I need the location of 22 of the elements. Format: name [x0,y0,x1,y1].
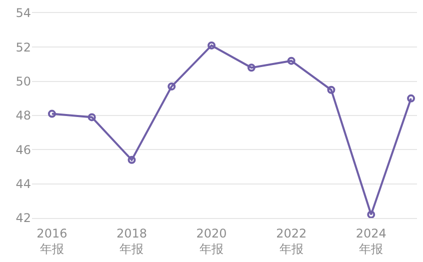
y-tick-label: 52 [16,40,31,54]
x-tick-label: 2018 年报 [116,226,148,256]
point [88,113,96,122]
y-tick-label: 42 [16,211,31,226]
point [407,94,416,102]
y-tick-label: 46 [16,142,31,157]
y-tick-label: 48 [16,108,31,123]
point [48,110,56,118]
point [208,41,216,50]
point [168,82,176,90]
x-tick-label: 2020 年报 [196,226,227,256]
y-tick-label: 54 [16,6,31,20]
x-tick-label: 2016 年报 [36,226,68,256]
x-tick-label: 2022 年报 [276,226,307,256]
y-tick-label: 44 [16,177,31,192]
point [327,86,336,94]
point [287,56,296,65]
point [128,156,136,164]
x-tick-label: 2024 年报 [356,226,386,256]
y-tick-label: 50 [16,74,31,89]
point [247,64,256,72]
point [367,210,376,219]
